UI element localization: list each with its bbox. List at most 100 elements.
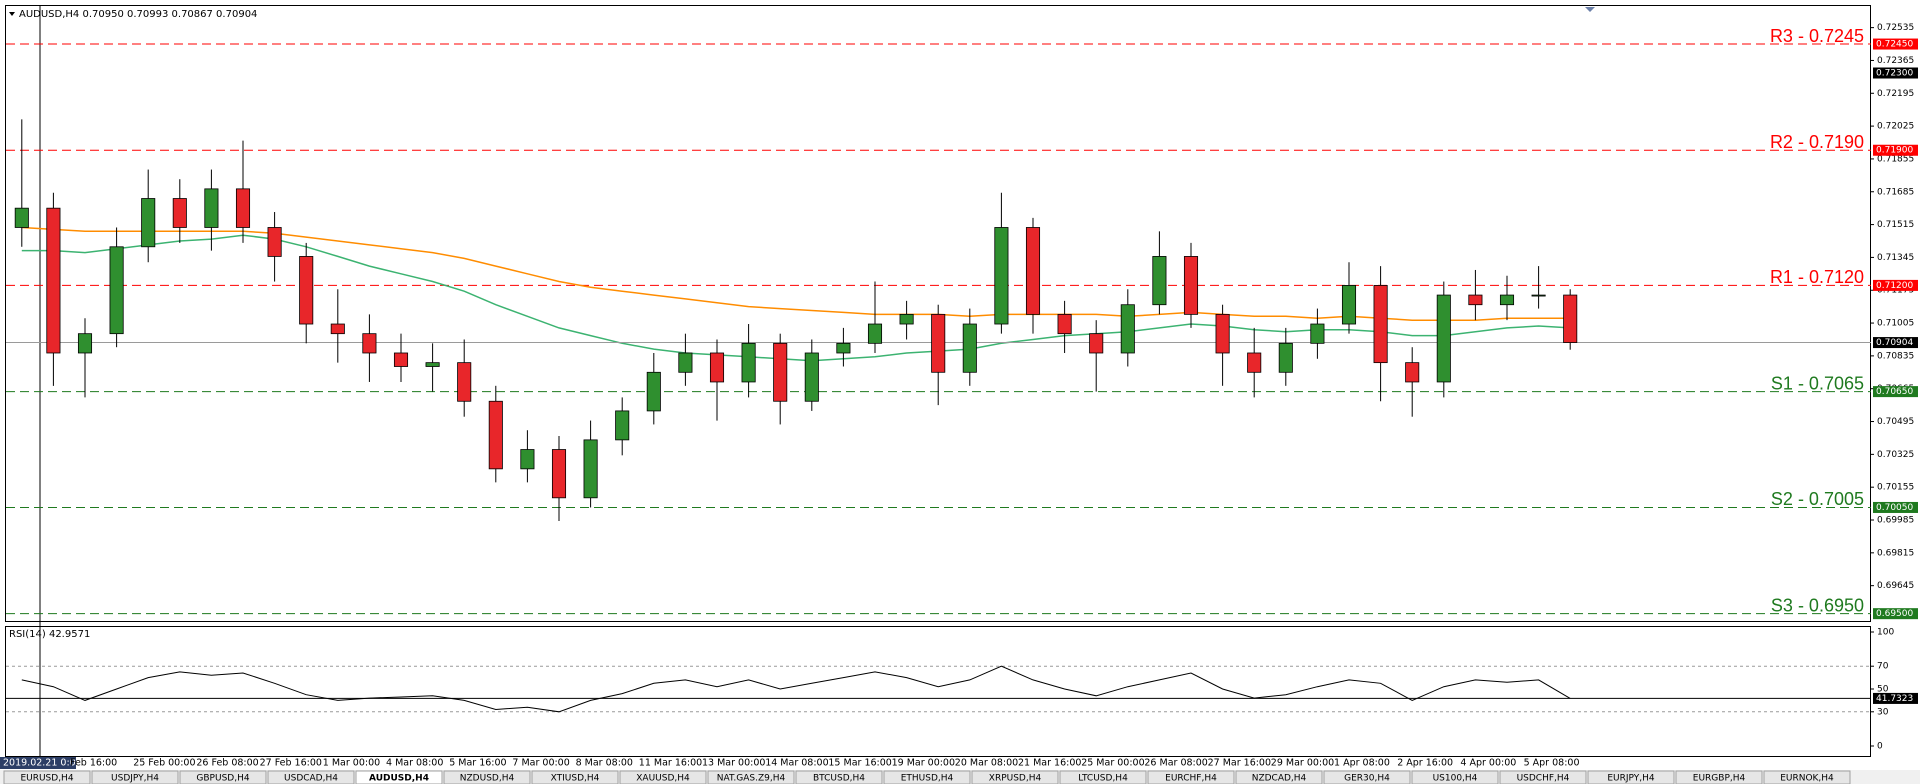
candle-body [1025, 227, 1041, 315]
tab-label[interactable]: XTIUSD,H4 [551, 774, 600, 784]
rsi-pane [5, 626, 1871, 757]
tab-label[interactable]: BTCUSD,H4 [813, 774, 865, 784]
candle-body [1310, 323, 1325, 344]
tab-label[interactable]: XRPUSD,H4 [989, 774, 1042, 784]
candle-body [172, 198, 187, 228]
y-tick-label: 0.70835 [1877, 351, 1914, 361]
candle-body [1499, 294, 1515, 306]
candle-body [299, 256, 314, 325]
rsi-header: RSI(14) 42.9571 [9, 629, 90, 640]
price-box [1873, 144, 1918, 156]
level-label: R2 - 0.7190 [1770, 132, 1864, 152]
tab[interactable] [707, 770, 795, 784]
tab-label[interactable]: AUDUSD,H4 [369, 774, 429, 784]
x-tick-label: 1 Mar 00:00 [323, 758, 380, 769]
candle-body [488, 400, 503, 470]
rsi-value-box [1873, 692, 1918, 704]
header-arrow [9, 12, 15, 16]
candle-body [1436, 294, 1451, 383]
tab[interactable] [1763, 770, 1851, 784]
tab-label[interactable]: EURJPY,H4 [1607, 774, 1655, 784]
tab[interactable] [355, 770, 443, 784]
tab-label[interactable]: USDCAD,H4 [284, 774, 338, 784]
candle-body [1531, 294, 1546, 297]
price-box [1873, 608, 1918, 620]
price-box [1873, 337, 1918, 349]
x-tick-label: 21 Mar 16:00 [1018, 758, 1081, 769]
y-tick-label: 0.72535 [1877, 23, 1914, 33]
y-tick-label: 0.70495 [1877, 417, 1914, 427]
tab[interactable] [443, 770, 531, 784]
price-box-label: 0.71200 [1876, 281, 1913, 291]
tab[interactable] [971, 770, 1059, 784]
tab[interactable] [91, 770, 179, 784]
candle-body [646, 371, 661, 412]
x-tick-label: 5 Apr 08:00 [1524, 758, 1580, 769]
x-tick-label: 2 Apr 16:00 [1397, 758, 1453, 769]
candle-body [330, 323, 345, 335]
tab[interactable] [619, 770, 707, 784]
x-tick-label: 7 Mar 00:00 [512, 758, 569, 769]
tab[interactable] [3, 770, 91, 784]
x-tick-label: 5 Mar 16:00 [449, 758, 506, 769]
tab-label[interactable]: EURUSD,H4 [20, 774, 73, 784]
shift-marker [1585, 7, 1595, 12]
tab[interactable] [1411, 770, 1499, 784]
candle-body [836, 342, 851, 354]
tab-label[interactable]: US100,H4 [1433, 774, 1478, 784]
tab-label[interactable]: LTCUSD,H4 [1078, 774, 1128, 784]
tab-label[interactable]: XAUUSD,H4 [636, 774, 690, 784]
y-tick-label: 0.71515 [1877, 220, 1914, 230]
y-tick-label: 0.71685 [1877, 187, 1914, 197]
x-tick-label: 29 Mar 00:00 [1271, 758, 1334, 769]
price-box-label: 0.71900 [1876, 146, 1913, 156]
tab[interactable] [795, 770, 883, 784]
tab[interactable] [1499, 770, 1587, 784]
tab-label[interactable]: EURNOK,H4 [1780, 774, 1834, 784]
tab[interactable] [1147, 770, 1235, 784]
candle-body [1468, 294, 1483, 306]
candle-body [1057, 313, 1072, 335]
tab[interactable] [1675, 770, 1763, 784]
price-box [1873, 386, 1918, 398]
tab-label[interactable]: GBPUSD,H4 [196, 774, 249, 784]
candle-body [962, 323, 977, 373]
x-tick-label: 25 Feb 00:00 [133, 758, 195, 769]
candle-body [1373, 285, 1388, 364]
level-label: S1 - 0.7065 [1771, 373, 1864, 393]
tab-label[interactable]: EURCHF,H4 [1165, 774, 1217, 784]
candle-body [994, 227, 1009, 325]
candle-body [425, 362, 440, 367]
candle-body [551, 449, 567, 499]
tab-label[interactable]: EURGBP,H4 [1693, 774, 1746, 784]
candle-body [931, 313, 946, 373]
tab[interactable] [179, 770, 267, 784]
tab[interactable] [1587, 770, 1675, 784]
tab[interactable] [531, 770, 619, 784]
tab-label[interactable]: USDCHF,H4 [1517, 774, 1570, 784]
x-tick-label: 8 Mar 08:00 [576, 758, 633, 769]
candle-body [1341, 285, 1357, 325]
price-box-label: 0.70904 [1876, 338, 1913, 348]
tab-label[interactable]: ETHUSD,H4 [901, 774, 954, 784]
candle-body [678, 352, 693, 373]
tab[interactable] [1323, 770, 1411, 784]
candle-body [235, 188, 251, 228]
candle-body [867, 323, 883, 344]
tab-label[interactable]: NZDCAD,H4 [1252, 774, 1307, 784]
tab-label[interactable]: NZDUSD,H4 [460, 774, 515, 784]
tab-label[interactable]: NAT.GAS.Z9,H4 [717, 774, 786, 784]
tab[interactable] [883, 770, 971, 784]
rsi-value-label: 41.7323 [1876, 694, 1913, 704]
x-tick-label: 13 Mar 00:00 [702, 758, 765, 769]
tab-label[interactable]: USDJPY,H4 [111, 774, 159, 784]
tab[interactable] [267, 770, 355, 784]
candle-body [804, 352, 819, 402]
tab[interactable] [1235, 770, 1323, 784]
candle-body [1152, 256, 1167, 306]
tab[interactable] [1059, 770, 1147, 784]
tab-label[interactable]: GER30,H4 [1344, 774, 1390, 784]
candle-body [46, 207, 61, 354]
